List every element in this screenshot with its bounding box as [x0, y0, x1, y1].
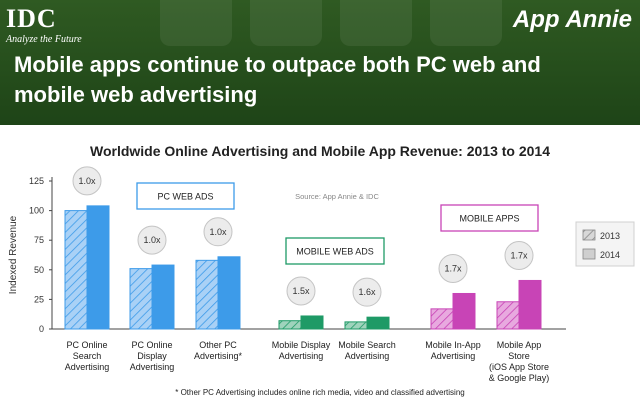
idc-logo: IDC Analyze the Future — [6, 4, 82, 46]
category-label-line: Display — [137, 351, 167, 361]
bar-2013 — [430, 308, 454, 330]
growth-label: 1.0x — [143, 235, 161, 245]
chart-title: Worldwide Online Advertising and Mobile … — [89, 143, 551, 159]
bar-2013 — [129, 268, 153, 330]
banner-tile — [430, 0, 502, 46]
legend-swatch-2014 — [582, 248, 596, 260]
y-tick-label: 50 — [34, 265, 44, 275]
bar-2014 — [300, 315, 324, 330]
category-label: Other PC Advertising* — [194, 340, 243, 361]
category-label: Mobile Search Advertising — [338, 340, 396, 361]
category-label-line: Mobile Search — [338, 340, 396, 350]
category-label-line: Advertising — [65, 362, 110, 372]
group-label-box — [440, 204, 539, 232]
banner-tile — [250, 0, 322, 46]
category-label-line: Mobile Display — [272, 340, 331, 350]
category-label-line: Advertising — [279, 351, 324, 361]
group-label-box — [285, 237, 385, 265]
category-label-line: & Google Play) — [489, 373, 550, 383]
category-label-line: PC Online — [66, 340, 107, 350]
category-label: PC Online Display Advertising — [130, 340, 175, 372]
category-label-line: Search — [73, 351, 102, 361]
growth-bubble — [504, 240, 534, 270]
category-label: PC Online Search Advertising — [65, 340, 110, 372]
headline-line: Mobile apps continue to outpace both PC … — [14, 52, 541, 77]
growth-label: 1.7x — [510, 250, 528, 260]
idc-wordmark: IDC — [6, 4, 57, 33]
y-tick-label: 25 — [34, 294, 44, 304]
bar-2013 — [64, 210, 88, 330]
growth-bubble — [438, 253, 468, 283]
growth-label: 1.0x — [209, 227, 227, 237]
category-label-line: Advertising — [345, 351, 390, 361]
footnote: * Other PC Advertising includes online r… — [175, 388, 465, 397]
category-label-line: (iOS App Store — [489, 362, 549, 372]
app-annie-logo: App Annie — [512, 6, 632, 33]
source-note: Source: App Annie & IDC — [295, 192, 379, 201]
group-label-box — [136, 182, 235, 210]
category-label-line: Advertising — [130, 362, 175, 372]
bar-2014 — [217, 256, 241, 330]
y-tick-label: 125 — [29, 176, 44, 186]
legend-label-2013: 2013 — [600, 231, 620, 241]
growth-label: 1.5x — [292, 286, 310, 296]
bar-2014 — [366, 316, 390, 330]
bar-2013 — [195, 259, 219, 330]
growth-bubble — [286, 276, 316, 306]
headline: Mobile apps continue to outpace both PC … — [14, 50, 614, 110]
category-label-line: Store — [508, 351, 530, 361]
banner-tile — [340, 0, 412, 46]
y-tick-label: 75 — [34, 235, 44, 245]
category-label-line: Advertising* — [194, 351, 243, 361]
bar-2013 — [278, 320, 302, 330]
category-label-line: Mobile App — [497, 340, 542, 350]
bar-2014 — [518, 279, 542, 330]
bar-2014 — [86, 205, 110, 330]
category-label: Mobile Display Advertising — [272, 340, 331, 361]
category-label-line: PC Online — [131, 340, 172, 350]
growth-label: 1.7x — [444, 263, 462, 273]
category-label-line: Mobile In-App — [425, 340, 481, 350]
idc-tagline: Analyze the Future — [6, 34, 82, 45]
growth-bubble — [72, 166, 102, 196]
bar-2014 — [151, 264, 175, 330]
headline-line: mobile web advertising — [14, 82, 258, 107]
y-tick-label: 0 — [39, 324, 44, 334]
growth-label: 1.6x — [358, 287, 376, 297]
y-axis-label: Indexed Revenue — [8, 215, 19, 294]
group-label-text: MOBILE APPS — [459, 214, 519, 224]
category-label-line: Advertising — [431, 351, 476, 361]
growth-bubble — [352, 277, 382, 307]
y-tick-label: 100 — [29, 206, 44, 216]
bar-2013 — [496, 301, 520, 330]
legend-label-2014: 2014 — [600, 250, 620, 260]
legend-swatch-2013 — [582, 229, 596, 241]
bar-2014 — [452, 292, 476, 330]
header-banner: IDC Analyze the Future App Annie Mobile … — [0, 0, 640, 125]
category-label: Mobile App Store (iOS App Store & Google Pl… — [489, 340, 550, 383]
bar-2013 — [344, 321, 368, 330]
growth-bubble — [203, 217, 233, 247]
group-label-text: MOBILE WEB ADS — [296, 247, 374, 257]
growth-label: 1.0x — [78, 176, 96, 186]
banner-tile — [160, 0, 232, 46]
growth-bubble — [137, 225, 167, 255]
group-label-text: PC WEB ADS — [157, 192, 213, 202]
category-label-line: Other PC — [199, 340, 237, 350]
category-label: Mobile In-App Advertising — [425, 340, 481, 361]
